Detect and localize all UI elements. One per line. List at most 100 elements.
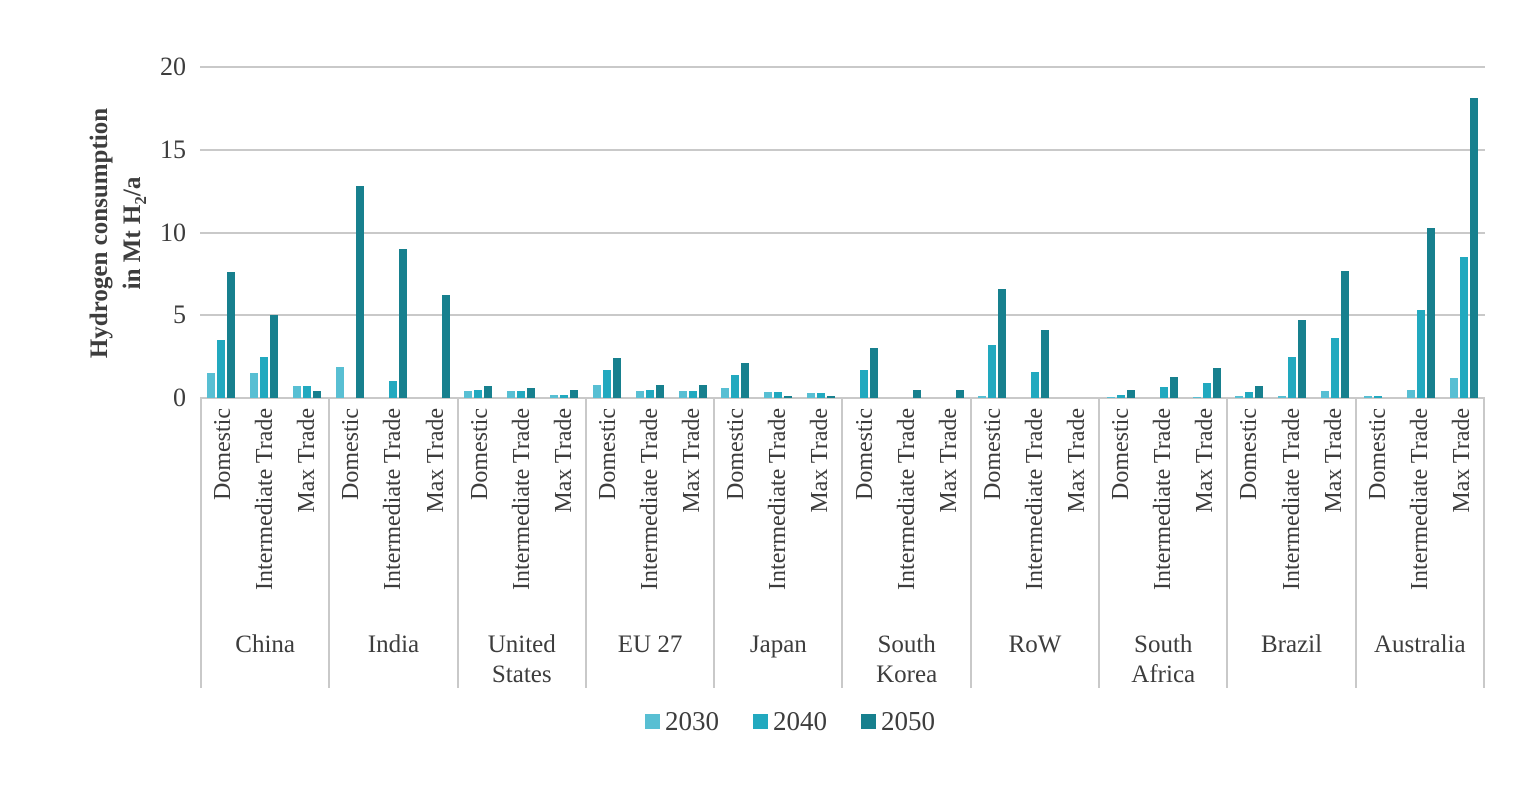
bar-2050	[270, 315, 279, 398]
scenario-label: Intermediate Trade	[765, 408, 792, 590]
scenario-label: Intermediate Trade	[508, 408, 535, 590]
scenario-label-cell: Max Trade	[928, 398, 970, 628]
scenario-label: Intermediate Trade	[1021, 408, 1048, 590]
scenario-label-cell: Domestic	[202, 398, 244, 628]
bar-2030	[764, 392, 773, 398]
bar-2040	[474, 389, 483, 398]
bar-2040	[731, 374, 740, 398]
bar-2040	[645, 389, 654, 398]
bar-2030	[1106, 397, 1115, 398]
bar-2040	[1202, 383, 1211, 398]
scenario-label: Max Trade	[422, 408, 449, 513]
country-label: United States	[487, 631, 556, 688]
scenario-label: Domestic	[851, 408, 878, 500]
scenario-label: Domestic	[1108, 408, 1135, 500]
y-tick-label: 15	[160, 134, 186, 164]
scenario-label-row: Domestic Intermediate Trade Max Trade	[202, 398, 328, 628]
legend-item-2040: 2040	[753, 708, 827, 735]
y-tick-label: 5	[173, 300, 186, 330]
scenario-slot	[1271, 67, 1314, 398]
scenario-slot	[928, 67, 971, 398]
scenario-label-cell: Max Trade	[414, 398, 456, 628]
scenario-label-cell: Domestic	[587, 398, 629, 628]
scenario-slot	[800, 67, 843, 398]
bar-2040	[602, 369, 611, 398]
bars-layer	[200, 67, 1485, 398]
legend-item-2050: 2050	[861, 708, 935, 735]
scenario-label-cell: Intermediate Trade	[1014, 398, 1056, 628]
scenario-label-cell: Max Trade	[543, 398, 585, 628]
scenario-label-cell: Intermediate Trade	[886, 398, 928, 628]
bar-2030	[1192, 397, 1201, 398]
scenario-slot	[1057, 67, 1100, 398]
scenario-label-cell: Domestic	[330, 398, 372, 628]
bar-2050	[955, 389, 964, 398]
scenario-label-cell: Domestic	[972, 398, 1014, 628]
country-label: India	[367, 631, 420, 658]
scenario-label: Domestic	[1364, 408, 1391, 500]
scenario-slot	[628, 67, 671, 398]
country-group-box: Domestic Intermediate Trade Max Trade Austr…	[1357, 398, 1485, 688]
bar-2050	[484, 386, 493, 398]
scenario-slot	[371, 67, 414, 398]
scenario-slot	[1399, 67, 1442, 398]
bar-2050	[1212, 368, 1221, 398]
bar-2030	[1406, 389, 1415, 398]
bar-2040	[1288, 356, 1297, 398]
bar-2040	[388, 381, 397, 398]
country-group-box: Domestic Intermediate Trade Max Trade Brazi…	[1228, 398, 1357, 688]
bar-2050	[998, 288, 1007, 398]
scenario-label: Max Trade	[1448, 408, 1475, 513]
country-label: China	[235, 631, 295, 658]
scenario-label-cell: Domestic	[843, 398, 885, 628]
scenario-label: Intermediate Trade	[252, 408, 279, 590]
scenario-label: Max Trade	[550, 408, 577, 513]
bar-2050	[441, 295, 450, 398]
bar-group-south-africa	[1100, 67, 1229, 398]
bar-2030	[678, 391, 687, 398]
scenario-label-row: Domestic Intermediate Trade Max Trade	[459, 398, 585, 628]
scenario-slot	[843, 67, 886, 398]
country-group-box: Domestic Intermediate Trade Max Trade Unite…	[459, 398, 587, 688]
country-label: Japan	[749, 631, 807, 658]
scenario-label-cell: Domestic	[1100, 398, 1142, 628]
bar-2040	[217, 340, 226, 398]
bar-2030	[207, 373, 216, 398]
gridline	[200, 148, 1485, 151]
country-group-box: Domestic Intermediate Trade Max Trade South…	[843, 398, 972, 688]
bar-2040	[1031, 371, 1040, 398]
bar-2050	[1298, 320, 1307, 398]
bar-group-australia	[1357, 67, 1486, 398]
bar-group-india	[329, 67, 458, 398]
bar-2040	[774, 392, 783, 398]
scenario-label-row: Domestic Intermediate Trade Max Trade	[1228, 398, 1354, 628]
legend-swatch-icon	[753, 714, 768, 729]
scenario-label-row: Domestic Intermediate Trade Max Trade	[972, 398, 1098, 628]
country-group-box: Domestic Intermediate Trade Max Trade EU 27	[587, 398, 716, 688]
scenario-label: Intermediate Trade	[893, 408, 920, 590]
legend-label: 2030	[665, 706, 719, 736]
scenario-label-cell: Max Trade	[799, 398, 841, 628]
bar-group-row	[971, 67, 1100, 398]
scenario-label-cell: Intermediate Trade	[1399, 398, 1441, 628]
scenario-slot	[1014, 67, 1057, 398]
bar-2050	[570, 389, 579, 398]
scenario-label: Domestic	[979, 408, 1006, 500]
scenario-label: Max Trade	[1192, 408, 1219, 513]
scenario-label: Intermediate Trade	[1406, 408, 1433, 590]
scenario-slot	[1442, 67, 1485, 398]
scenario-slot	[1185, 67, 1228, 398]
bar-2040	[988, 345, 997, 398]
scenario-label-cell: Domestic	[715, 398, 757, 628]
bar-2030	[1235, 396, 1244, 398]
bar-2040	[1331, 338, 1340, 398]
bar-2030	[293, 386, 302, 398]
scenario-label-cell: Max Trade	[671, 398, 713, 628]
scenario-slot	[671, 67, 714, 398]
gridline	[200, 314, 1485, 317]
bar-2040	[688, 391, 697, 398]
y-axis-tick-labels: 0 5 10 15 20	[100, 54, 186, 411]
bar-2050	[784, 396, 793, 398]
y-tick-label: 0	[173, 383, 186, 412]
bar-2030	[250, 373, 259, 398]
